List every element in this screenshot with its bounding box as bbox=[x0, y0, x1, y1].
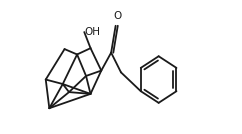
Text: O: O bbox=[113, 11, 121, 21]
Text: OH: OH bbox=[84, 27, 100, 37]
